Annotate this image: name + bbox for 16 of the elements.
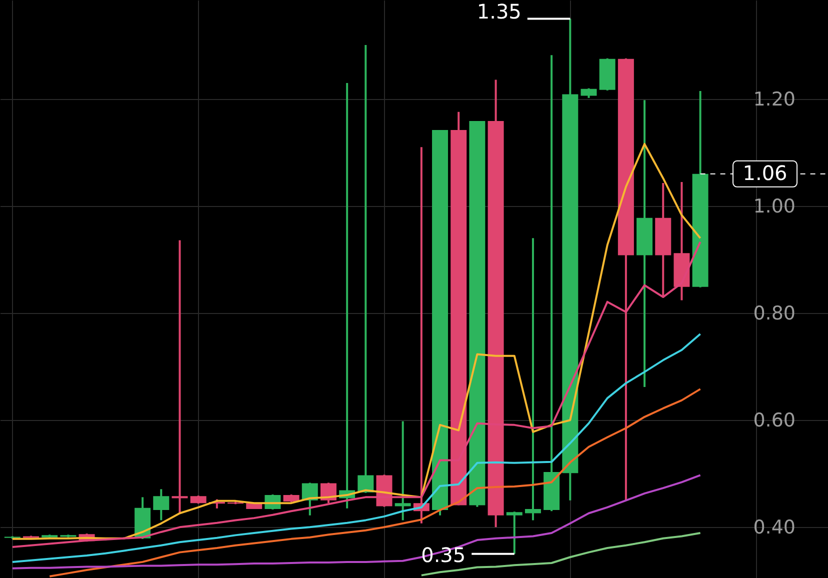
line-series <box>11 332 702 563</box>
line-series <box>11 474 702 570</box>
annotation: 1.35 <box>476 0 522 24</box>
candlestick <box>358 44 374 493</box>
candlestick <box>394 421 411 520</box>
candlestick <box>524 238 541 520</box>
line-series <box>420 532 702 576</box>
ref-line-label: 1.06 <box>742 160 788 185</box>
y-tick-label: 0.60 <box>753 410 796 432</box>
y-tick-label: 1.20 <box>753 88 796 111</box>
y-tick-label: 1.00 <box>753 196 796 218</box>
candlestick <box>544 55 560 512</box>
line-series <box>48 388 702 578</box>
y-tick-label: 0.80 <box>753 302 796 325</box>
y-tick-label: 0.40 <box>753 516 796 539</box>
candlestick <box>172 240 188 514</box>
